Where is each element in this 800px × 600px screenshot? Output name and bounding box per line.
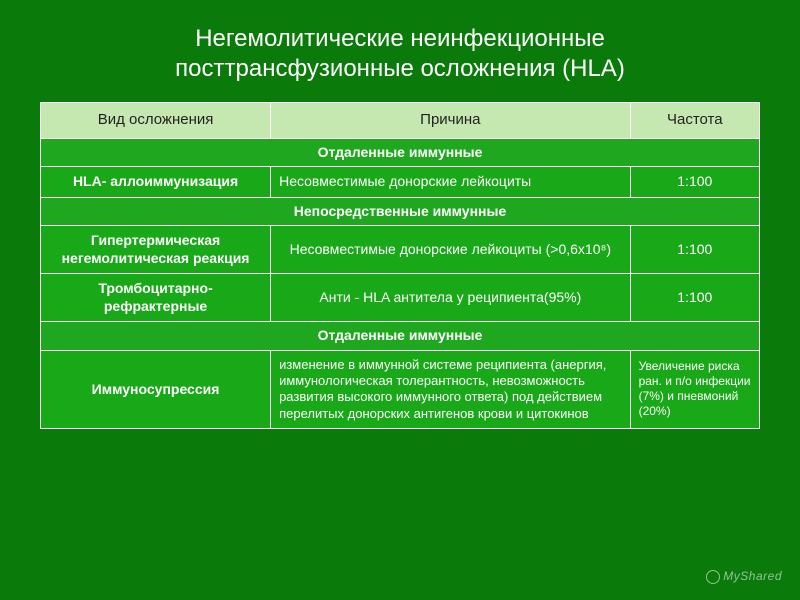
cell-cause: Несовместимые донорские лейкоциты bbox=[271, 167, 631, 198]
section-label: Отдаленные иммунные bbox=[41, 138, 760, 167]
header-row: Вид осложнения Причина Частота bbox=[41, 103, 760, 139]
section-label: Непосредственные иммунные bbox=[41, 197, 760, 226]
title-line-1: Негемолитические неинфекционные bbox=[195, 25, 605, 52]
cell-type: Тромбоцитарно-рефрактерные bbox=[41, 274, 271, 322]
cell-cause: изменение в иммунной системе реципиента … bbox=[271, 350, 631, 428]
section-row: Непосредственные иммунные bbox=[41, 197, 760, 226]
complications-table: Вид осложнения Причина Частота Отдаленны… bbox=[40, 102, 760, 429]
cell-freq: 1:100 bbox=[630, 226, 759, 274]
cell-freq: 1:100 bbox=[630, 167, 759, 198]
cell-freq: Увеличение риска ран. и п/о инфекции (7%… bbox=[630, 350, 759, 428]
header-cause: Причина bbox=[271, 103, 631, 139]
cell-cause: Несовместимые донорские лейкоциты (>0,6х… bbox=[271, 226, 631, 274]
section-label: Отдаленные иммунные bbox=[41, 322, 760, 351]
header-freq: Частота bbox=[630, 103, 759, 139]
table-row: Гипертермическая негемолитическая реакци… bbox=[41, 226, 760, 274]
section-row: Отдаленные иммунные bbox=[41, 322, 760, 351]
globe-icon bbox=[706, 570, 720, 584]
slide: Негемолитические неинфекционные посттран… bbox=[0, 0, 800, 600]
table-row: HLA- аллоиммунизация Несовместимые донор… bbox=[41, 167, 760, 198]
table-row: Тромбоцитарно-рефрактерные Анти - HLA ан… bbox=[41, 274, 760, 322]
watermark: MyShared bbox=[706, 569, 782, 584]
section-row: Отдаленные иммунные bbox=[41, 138, 760, 167]
cell-type: Гипертермическая негемолитическая реакци… bbox=[41, 226, 271, 274]
cell-freq: 1:100 bbox=[630, 274, 759, 322]
cell-type: Иммуносупрессия bbox=[41, 350, 271, 428]
cell-cause: Анти - HLA антитела у реципиента(95%) bbox=[271, 274, 631, 322]
table-row: Иммуносупрессия изменение в иммунной сис… bbox=[41, 350, 760, 428]
header-type: Вид осложнения bbox=[41, 103, 271, 139]
cell-type: HLA- аллоиммунизация bbox=[41, 167, 271, 198]
title-line-2: посттрансфузионные осложнения (HLA) bbox=[175, 55, 625, 82]
watermark-text: MyShared bbox=[723, 569, 782, 583]
slide-title: Негемолитические неинфекционные посттран… bbox=[40, 24, 760, 84]
